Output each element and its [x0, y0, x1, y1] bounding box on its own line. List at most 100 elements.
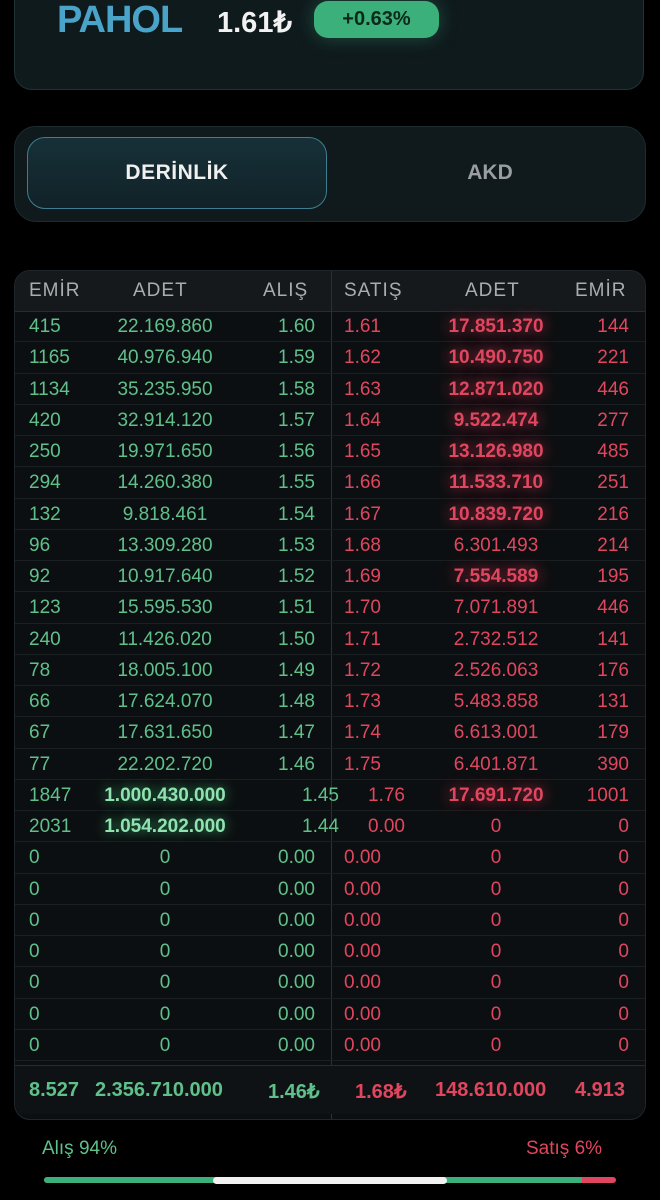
bid-price-cell: 0.00 [278, 1003, 315, 1025]
ask-price-cell: 0.00 [344, 1003, 381, 1025]
ask-qty-cell: 11.533.710 [448, 472, 544, 494]
bid-qty-cell: 40.976.940 [117, 347, 213, 369]
ticker-symbol[interactable]: PAHOL [57, 0, 183, 41]
ask-orders-cell: 195 [597, 566, 629, 587]
order-book-row[interactable]: 92 10.917.640 1.52 1.69 7.554.589 195 [15, 561, 645, 593]
bid-orders-cell: 250 [29, 441, 61, 462]
ask-price-cell: 0.00 [344, 909, 381, 931]
bid-orders-cell: 123 [29, 597, 61, 619]
order-book-row[interactable]: 1134 35.235.950 1.58 1.63 12.871.020 446 [15, 374, 645, 405]
order-book-row[interactable]: 1847 1.000.430.000 1.45 1.76 17.691.720 1001 [15, 780, 645, 811]
bid-qty-cell: 0 [159, 847, 171, 869]
bid-qty-cell: 18.005.100 [117, 659, 213, 681]
ask-qty-cell: 7.554.589 [453, 566, 539, 587]
order-book-row[interactable]: 0 0 0.00 0.00 0 0 [15, 936, 645, 968]
bid-price-cell: 0.00 [278, 909, 315, 931]
order-book-row[interactable]: 0 0 0.00 0.00 0 0 [15, 999, 645, 1030]
ask-price-cell: 1.67 [344, 503, 381, 525]
order-book-row[interactable]: 294 14.260.380 1.55 1.66 11.533.710 251 [15, 467, 645, 499]
bid-price-cell: 1.49 [278, 659, 315, 681]
ask-price-cell: 1.76 [368, 784, 405, 806]
bid-orders-cell: 240 [29, 628, 61, 650]
bid-orders-cell: 96 [29, 534, 51, 556]
order-book-row[interactable]: 78 18.005.100 1.49 1.72 2.526.063 176 [15, 655, 645, 686]
ask-orders-cell: 0 [618, 1003, 629, 1025]
tab-derinlik[interactable]: DERİNLİK [27, 137, 327, 209]
bid-price-cell: 0.00 [278, 972, 315, 994]
ask-price-cell: 1.68 [344, 534, 381, 556]
bid-price-cell: 1.50 [278, 628, 315, 650]
order-book-row[interactable]: 67 17.631.650 1.47 1.74 6.613.001 179 [15, 717, 645, 749]
header-card: PAHOL 1.61₺ +0.63% [14, 0, 644, 90]
ask-orders-cell: 216 [597, 503, 629, 525]
order-book-row[interactable]: 0 0 0.00 0.00 0 0 [15, 905, 645, 936]
col-ask-qty: ADET [465, 280, 520, 301]
bid-price-cell: 1.59 [278, 347, 315, 369]
bid-qty-cell: 13.309.280 [117, 534, 213, 556]
change-badge: +0.63% [314, 1, 439, 38]
bid-orders-cell: 0 [29, 878, 40, 900]
ask-orders-cell: 0 [618, 816, 629, 837]
bid-price-cell: 1.55 [278, 472, 315, 494]
ask-qty-cell: 13.126.980 [448, 441, 544, 462]
ask-orders-cell: 179 [597, 722, 629, 744]
home-indicator[interactable] [213, 1177, 447, 1184]
bid-orders-cell: 0 [29, 972, 40, 994]
bid-orders-cell: 0 [29, 1003, 40, 1025]
order-book-row[interactable]: 415 22.169.860 1.60 1.61 17.851.370 144 [15, 311, 645, 343]
ask-orders-cell: 214 [597, 534, 629, 556]
order-book-row[interactable]: 0 0 0.00 0.00 0 0 [15, 1030, 645, 1061]
ask-orders-cell: 221 [597, 347, 629, 369]
ask-price-cell: 1.65 [344, 441, 381, 462]
total-ask-orders: 4.913 [575, 1079, 626, 1101]
bid-price-cell: 0.00 [278, 941, 315, 962]
ask-price-cell: 1.61 [344, 316, 381, 337]
ask-orders-cell: 0 [618, 847, 629, 869]
bid-qty-cell: 10.917.640 [117, 566, 213, 587]
bid-price-cell: 0.00 [278, 878, 315, 900]
bid-qty-cell: 32.914.120 [117, 409, 213, 431]
ask-qty-cell: 7.071.891 [453, 597, 539, 619]
order-book-row[interactable]: 77 22.202.720 1.46 1.75 6.401.871 390 [15, 749, 645, 780]
ask-orders-cell: 277 [597, 409, 629, 431]
ask-qty-cell: 2.526.063 [453, 659, 539, 681]
order-book-row[interactable]: 1165 40.976.940 1.59 1.62 10.490.750 221 [15, 342, 645, 374]
order-book-row[interactable]: 0 0 0.00 0.00 0 0 [15, 967, 645, 999]
ask-price-cell: 1.73 [344, 691, 381, 712]
order-book-row[interactable]: 240 11.426.020 1.50 1.71 2.732.512 141 [15, 624, 645, 655]
order-book-row[interactable]: 2031 1.054.202.000 1.44 0.00 0 0 [15, 811, 645, 843]
ask-qty-cell: 17.691.720 [448, 784, 544, 806]
order-book-row[interactable]: 250 19.971.650 1.56 1.65 13.126.980 485 [15, 436, 645, 468]
bid-qty-cell: 15.595.530 [117, 597, 213, 619]
order-book-row[interactable]: 0 0 0.00 0.00 0 0 [15, 874, 645, 905]
bid-price-cell: 1.52 [278, 566, 315, 587]
ask-qty-cell: 12.871.020 [448, 378, 544, 400]
order-book-row[interactable]: 132 9.818.461 1.54 1.67 10.839.720 216 [15, 499, 645, 530]
bid-qty-cell: 1.000.430.000 [104, 784, 226, 806]
bid-price-cell: 1.51 [278, 597, 315, 619]
bid-qty-cell: 0 [159, 909, 171, 931]
tab-bar: DERİNLİK AKD [14, 126, 646, 222]
ask-orders-cell: 176 [597, 659, 629, 681]
order-book-row[interactable]: 96 13.309.280 1.53 1.68 6.301.493 214 [15, 530, 645, 561]
ask-orders-cell: 0 [618, 878, 629, 900]
order-book-row[interactable]: 0 0 0.00 0.00 0 0 [15, 842, 645, 874]
total-ask-qty: 148.610.000 [435, 1079, 547, 1101]
tab-akd[interactable]: AKD [467, 161, 513, 184]
order-book-row[interactable]: 123 15.595.530 1.51 1.70 7.071.891 446 [15, 592, 645, 624]
ask-orders-cell: 1001 [586, 784, 629, 806]
bid-qty-cell: 0 [159, 1003, 171, 1025]
ask-orders-cell: 446 [597, 597, 629, 619]
bid-qty-cell: 22.169.860 [117, 316, 213, 337]
bid-qty-cell: 1.054.202.000 [104, 816, 226, 837]
ask-orders-cell: 390 [597, 753, 629, 775]
bid-qty-cell: 0 [159, 941, 171, 962]
col-bid-price: ALIŞ [263, 280, 309, 301]
col-ask-price: SATIŞ [344, 280, 403, 301]
ask-price-cell: 1.75 [344, 753, 381, 775]
sell-ratio-label: Satış 6% [526, 1138, 603, 1159]
order-book-row[interactable]: 66 17.624.070 1.48 1.73 5.483.858 131 [15, 686, 645, 718]
order-book-rows: 415 22.169.860 1.60 1.61 17.851.370 144 1165 40… [15, 311, 645, 1093]
order-book-row[interactable]: 420 32.914.120 1.57 1.64 9.522.474 277 [15, 405, 645, 436]
ask-price-cell: 0.00 [344, 878, 381, 900]
